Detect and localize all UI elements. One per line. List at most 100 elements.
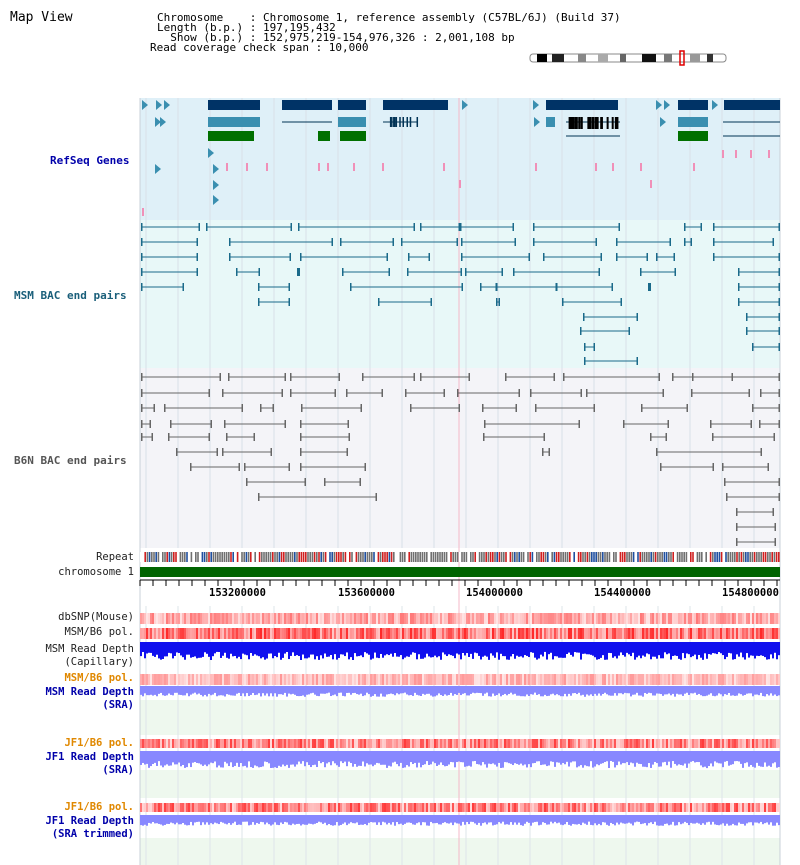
track-label-jf1-depth-trim-sub: (SRA trimmed) [51, 828, 134, 840]
polymorphism-cell [554, 613, 556, 624]
read-depth-bar [474, 686, 476, 694]
polymorphism-cell [524, 613, 526, 624]
read-depth-bar [408, 642, 410, 657]
read-depth-bar [450, 815, 452, 823]
repeat-element [621, 552, 624, 562]
polymorphism-cell [604, 628, 606, 639]
polymorphism-cell [240, 803, 242, 812]
repeat-element [751, 552, 754, 562]
read-depth-bar [654, 751, 656, 762]
read-depth-bar [666, 751, 668, 766]
polymorphism-cell [606, 803, 608, 812]
polymorphism-cell [748, 628, 750, 639]
polymorphism-cell [592, 613, 594, 624]
track-label-b6n-bac[interactable]: B6N BAC end pairs [14, 454, 127, 467]
polymorphism-cell [628, 803, 630, 812]
bac-end [736, 508, 738, 516]
polymorphism-cell [382, 739, 384, 748]
polymorphism-cell [504, 739, 506, 748]
read-depth-bar [374, 686, 376, 695]
read-depth-bar [514, 815, 516, 823]
polymorphism-cell [140, 628, 142, 639]
read-depth-bar [326, 642, 328, 657]
polymorphism-cell [342, 803, 344, 812]
read-depth-bar [400, 751, 402, 763]
repeat-element [602, 552, 604, 562]
polymorphism-cell [718, 739, 720, 748]
read-depth-bar [778, 642, 780, 656]
bac-end [196, 268, 198, 276]
polymorphism-cell [176, 674, 178, 685]
read-depth-bar [610, 686, 612, 696]
refseq-marker [246, 163, 248, 171]
polymorphism-cell [274, 803, 276, 812]
bac-end [543, 433, 545, 441]
repeat-element [181, 552, 184, 562]
read-depth-bar [540, 642, 542, 655]
polymorphism-cell [776, 803, 778, 812]
read-depth-bar [148, 751, 150, 768]
polymorphism-cell [402, 613, 404, 624]
read-depth-bar [572, 686, 574, 694]
polymorphism-cell [372, 739, 374, 748]
track-label-msm-bac[interactable]: MSM BAC end pairs [14, 289, 127, 302]
polymorphism-cell [762, 613, 764, 624]
read-depth-bar [484, 686, 486, 694]
read-depth-bar [260, 642, 262, 659]
polymorphism-cell [400, 628, 402, 639]
polymorphism-cell [210, 613, 212, 624]
polymorphism-cell [658, 803, 660, 812]
repeat-element [175, 552, 177, 562]
polymorphism-cell [386, 628, 388, 639]
repeat-element [654, 552, 657, 562]
bac-end [513, 268, 515, 276]
polymorphism-cell [146, 613, 148, 624]
polymorphism-cell [156, 628, 158, 639]
read-depth-bar [264, 815, 266, 825]
read-depth-bar [426, 815, 428, 826]
polymorphism-cell [434, 739, 436, 748]
polymorphism-cell [562, 803, 564, 812]
read-depth-bar [186, 751, 188, 768]
read-depth-bar [164, 642, 166, 657]
read-depth-bar [494, 686, 496, 696]
polymorphism-cell [496, 628, 498, 639]
read-depth-bar [236, 815, 238, 825]
read-depth-bar [414, 642, 416, 653]
read-depth-bar [694, 686, 696, 693]
read-depth-bar [728, 686, 730, 693]
read-depth-bar [292, 815, 294, 824]
read-depth-bar [474, 815, 476, 824]
polymorphism-cell [512, 613, 514, 624]
polymorphism-cell [248, 628, 250, 639]
read-depth-bar [772, 815, 774, 826]
read-depth-bar [298, 642, 300, 657]
read-depth-bar [756, 751, 758, 763]
polymorphism-cell [556, 613, 558, 624]
track-label-msm-depth-cap-sub: (Capillary) [64, 656, 134, 668]
read-depth-bar [584, 751, 586, 766]
read-depth-bar [688, 751, 690, 764]
track-label-refseq[interactable]: RefSeq Genes [50, 154, 130, 167]
read-depth-bar [480, 815, 482, 826]
read-depth-bar [534, 815, 536, 822]
polymorphism-cell [738, 628, 740, 639]
polymorphism-cell [660, 628, 662, 639]
read-depth-bar [378, 642, 380, 659]
repeat-element [613, 552, 615, 562]
read-depth-bar [684, 751, 686, 764]
bac-end [772, 238, 774, 246]
polymorphism-cell [694, 628, 696, 639]
read-depth-bar [584, 815, 586, 824]
polymorphism-cell [472, 674, 474, 685]
bac-end [229, 253, 231, 261]
read-depth-bar [650, 642, 652, 660]
read-depth-bar [662, 815, 664, 826]
bac-end [656, 448, 658, 456]
polymorphism-cell [402, 739, 404, 748]
read-depth-bar [596, 642, 598, 660]
polymorphism-cell [532, 803, 534, 812]
polymorphism-cell [742, 803, 744, 812]
ideogram-position-marker [679, 50, 685, 66]
